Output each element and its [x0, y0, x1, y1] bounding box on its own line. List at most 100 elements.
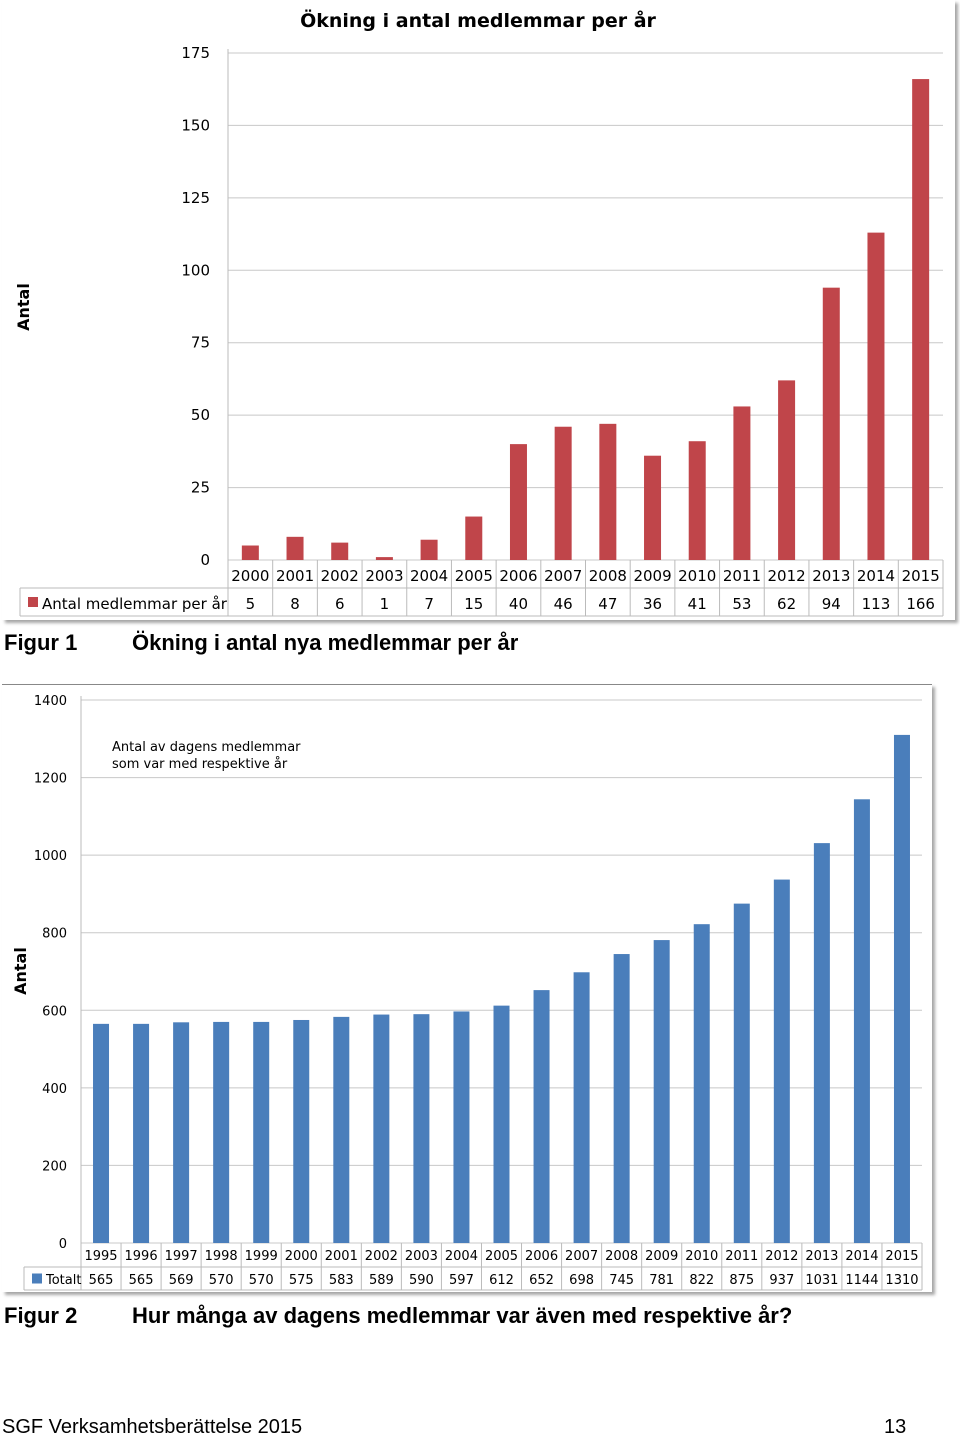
chart1-x-tick-label: 2010 — [678, 567, 716, 585]
chart1-y-tick-label: 50 — [191, 406, 210, 424]
chart1-bar — [420, 539, 438, 560]
chart1-data-label: 40 — [509, 595, 528, 613]
chart2-x-tick-label: 2008 — [605, 1249, 638, 1264]
chart1-data-label: 41 — [688, 595, 707, 613]
chart2-x-tick-label: 2009 — [645, 1249, 678, 1264]
chart2-x-tick-label: 2015 — [885, 1249, 918, 1264]
chart2-x-tick-label: 2007 — [565, 1249, 598, 1264]
chart2-data-label: 652 — [529, 1273, 554, 1288]
chart-2-container: 0 200 400 600 800 1000 1200 1400 Antal Antal av d… — [2, 684, 932, 1292]
chart1-bar — [733, 406, 751, 560]
chart1-bar — [241, 545, 259, 560]
chart2-data-label: 1144 — [845, 1273, 878, 1288]
chart2-y-tick-label: 1400 — [34, 694, 67, 709]
chart1-bar — [688, 441, 706, 560]
chart1-data-label: 5 — [246, 595, 256, 613]
chart1-y-tick-label: 100 — [181, 261, 210, 279]
chart2-x-tick-label: 2001 — [325, 1249, 358, 1264]
chart1-x-tick-label: 2001 — [276, 567, 314, 585]
chart1-x-tick-label: 2011 — [723, 567, 761, 585]
chart2-y-tick-label: 1200 — [34, 772, 67, 787]
chart2-data-label: 589 — [369, 1273, 394, 1288]
figure-1-label: Figur 1 — [4, 630, 78, 655]
chart2-y-tick-label: 800 — [42, 927, 67, 942]
chart1-title: Ökning i antal medlemmar per år — [300, 8, 656, 32]
chart2-x-tick-label: 2014 — [845, 1249, 878, 1264]
chart2-bar — [253, 1021, 270, 1243]
chart1-bar — [599, 423, 617, 560]
chart1-y-tick-label: 125 — [181, 189, 210, 207]
chart2-bar — [413, 1014, 430, 1243]
chart2-y-tick-label: 200 — [42, 1159, 67, 1174]
chart1-data-label: 166 — [906, 595, 935, 613]
chart1-bar — [465, 516, 483, 560]
chart2-bar — [213, 1021, 230, 1243]
chart1-data-label: 36 — [643, 595, 662, 613]
chart2-bar — [493, 1005, 510, 1243]
chart1-data-label: 1 — [380, 595, 390, 613]
chart2-x-tick-label: 2013 — [805, 1249, 838, 1264]
chart1-x-tick-label: 2008 — [589, 567, 627, 585]
chart-1-container: 0 25 50 75 100 125 150 175 Ökning i antal medlem… — [2, 0, 955, 620]
chart1-bar — [822, 287, 840, 560]
chart2-bar — [453, 1011, 470, 1243]
chart2-x-tick-label: 2011 — [725, 1249, 758, 1264]
chart2-annotation: Antal av dagens medlemmar — [112, 740, 301, 755]
chart1-y-tick-label: 75 — [191, 334, 210, 352]
chart1-legend-label: Antal medlemmar per år — [42, 595, 228, 613]
chart1-bar — [554, 426, 572, 560]
chart1-bar — [778, 380, 796, 560]
chart2-data-label: 1031 — [805, 1273, 838, 1288]
chart1-y-tick-label: 25 — [191, 479, 210, 497]
chart2-x-tick-label: 2000 — [285, 1249, 318, 1264]
chart2-bar — [333, 1016, 350, 1243]
chart1-x-tick-label: 2007 — [544, 567, 582, 585]
chart2-x-tick-label: 2012 — [765, 1249, 798, 1264]
chart-2: 0 200 400 600 800 1000 1200 1400 Antal Antal av d… — [11, 694, 923, 1291]
chart2-data-label: 781 — [649, 1273, 674, 1288]
chart1-bar — [644, 455, 662, 560]
chart1-x-tick-label: 2013 — [812, 567, 850, 585]
chart1-data-label: 94 — [822, 595, 841, 613]
chart1-data-label: 113 — [862, 595, 891, 613]
chart2-data-label: 597 — [449, 1273, 474, 1288]
chart1-x-tick-label: 2000 — [231, 567, 269, 585]
chart2-annotation: som var med respektive år — [112, 757, 288, 772]
chart1-bar — [375, 557, 393, 560]
chart2-y-tick-label: 0 — [59, 1237, 67, 1252]
figure-1-caption: Ökning i antal nya medlemmar per år — [132, 630, 519, 655]
chart2-bar — [893, 734, 910, 1243]
figure-2-label: Figur 2 — [4, 1303, 78, 1328]
chart2-data-label: 570 — [209, 1273, 234, 1288]
chart2-bar — [293, 1019, 310, 1243]
chart2-bar — [173, 1022, 190, 1243]
chart1-bar — [509, 444, 527, 560]
chart2-data-label: 570 — [249, 1273, 274, 1288]
chart2-bar — [733, 903, 750, 1243]
chart1-x-tick-label: 2003 — [365, 567, 403, 585]
chart1-x-tick-label: 2014 — [857, 567, 895, 585]
chart2-data-label: 698 — [569, 1273, 594, 1288]
chart1-x-tick-label: 2004 — [410, 567, 448, 585]
chart2-legend-swatch — [32, 1273, 42, 1284]
chart2-bar — [613, 954, 630, 1243]
chart2-y-tick-label: 600 — [42, 1004, 67, 1019]
chart2-bar — [373, 1014, 390, 1243]
chart1-x-tick-label: 2002 — [321, 567, 359, 585]
chart1-bar — [286, 536, 304, 560]
chart2-x-tick-label: 2005 — [485, 1249, 518, 1264]
chart1-data-label: 8 — [290, 595, 300, 613]
chart1-data-label: 7 — [424, 595, 434, 613]
chart2-bar — [573, 972, 590, 1243]
chart2-legend-label: Totalt — [45, 1273, 81, 1288]
chart2-data-label: 937 — [769, 1273, 794, 1288]
chart1-bar — [867, 232, 885, 560]
chart1-data-label: 15 — [464, 595, 483, 613]
chart2-x-tick-label: 1995 — [84, 1249, 117, 1264]
chart2-x-tick-label: 2004 — [445, 1249, 478, 1264]
chart1-bar — [331, 542, 349, 560]
chart1-data-label: 46 — [554, 595, 573, 613]
chart1-x-tick-label: 2006 — [499, 567, 537, 585]
chart1-data-label: 47 — [598, 595, 617, 613]
